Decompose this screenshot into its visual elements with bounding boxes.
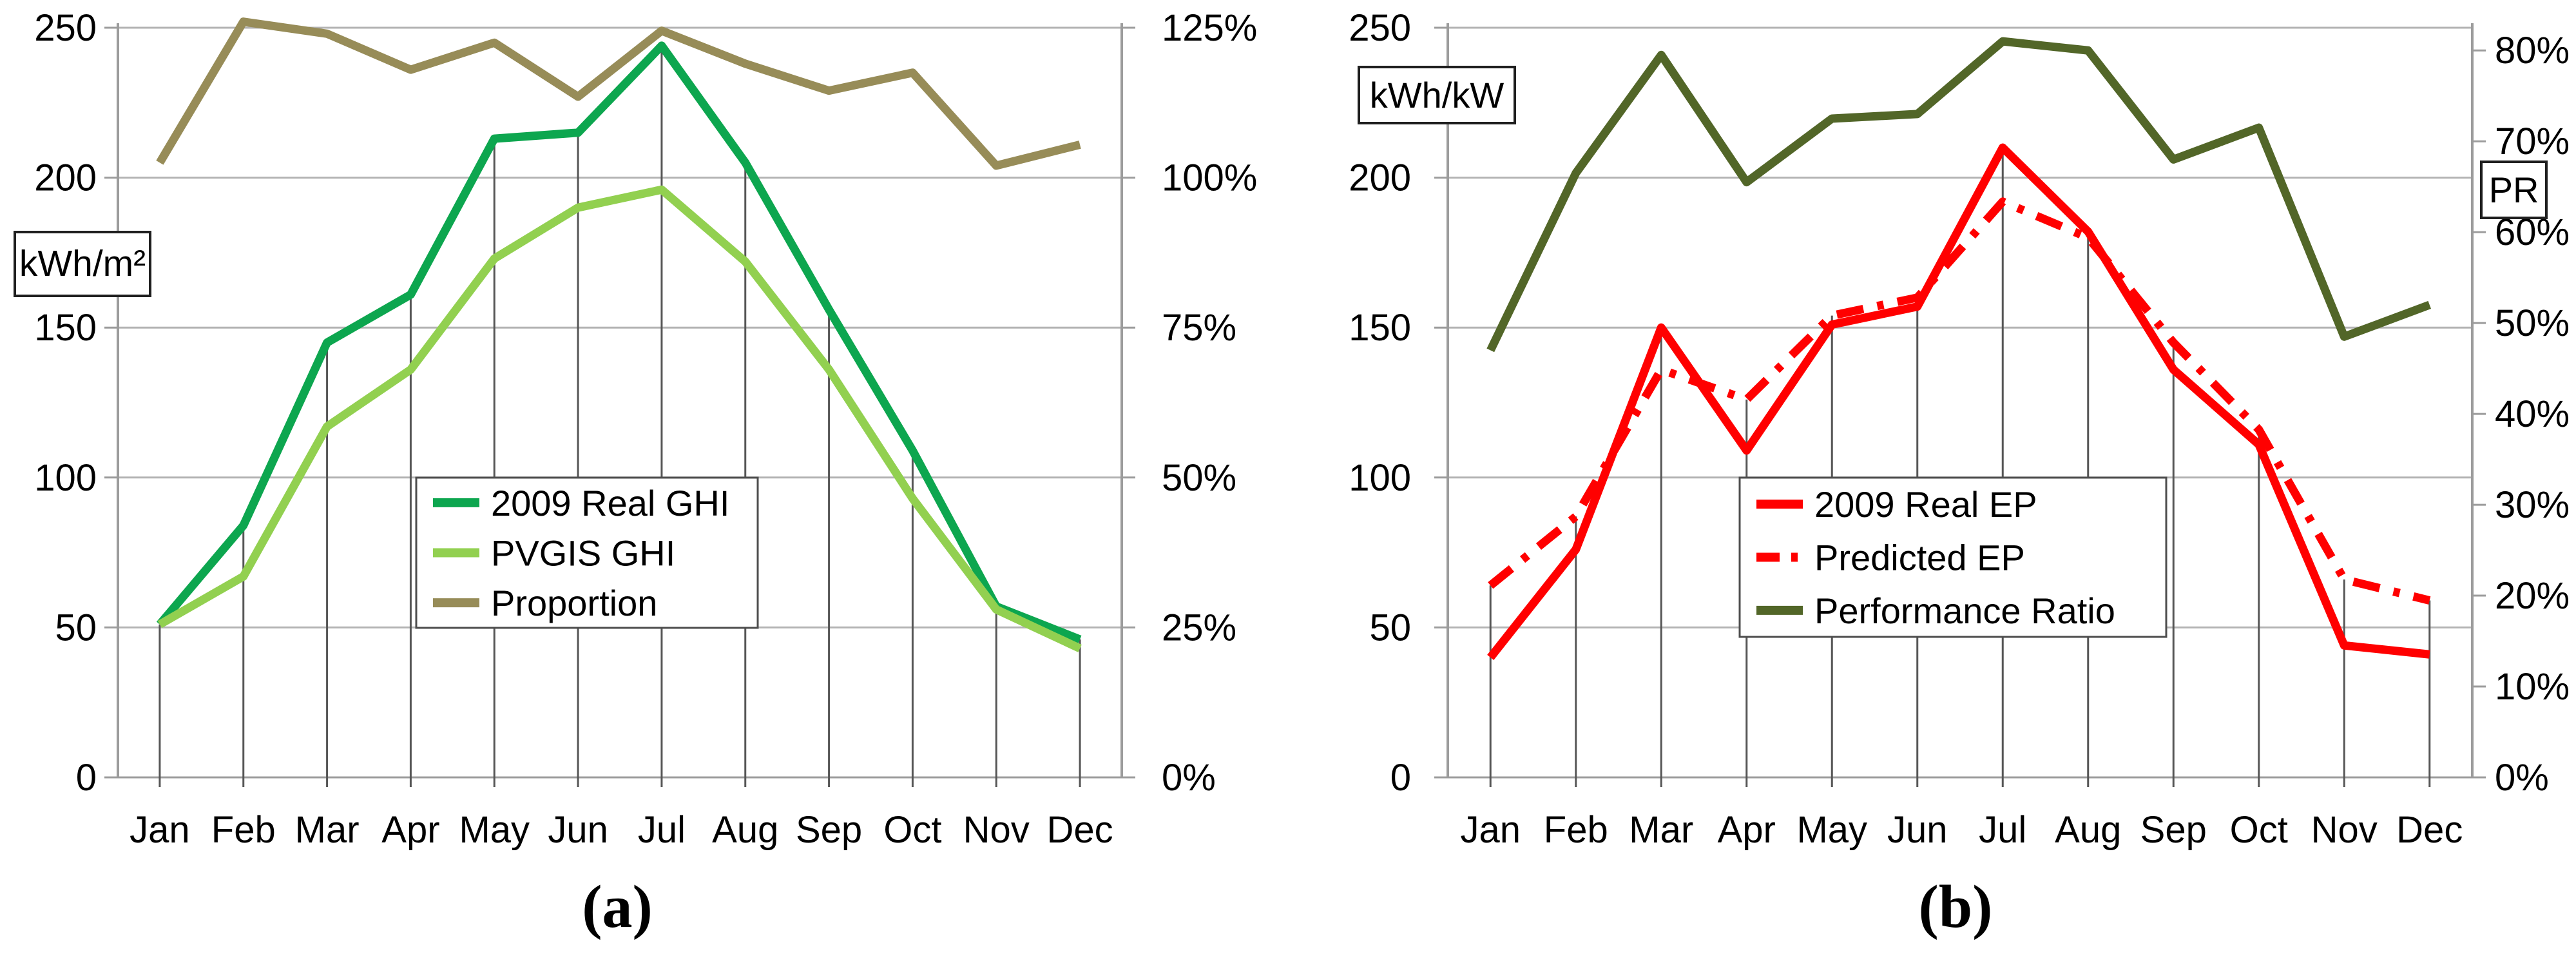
left-axis-tick-label: 150 [34,307,97,349]
legend-box [1738,476,2167,638]
left-axis-tick-label: 0 [76,757,97,799]
series-line-2009-real-ghi [156,41,1082,644]
right-axis-tick-label: 70% [2495,121,2570,162]
x-axis-month-label: Dec [1047,809,1113,851]
x-axis-month-label: May [1796,809,1867,851]
legend-entry-label: 2009 Real EP [1814,484,2037,525]
left-axis-tick-label: 100 [34,457,97,499]
x-axis-month-label: Apr [1718,809,1776,851]
series-line-performance-ratio [1486,37,2432,353]
x-axis-month-label: Apr [381,809,439,851]
left-axis-tick-label: 0 [1390,757,1411,799]
x-axis-month-label: Jan [130,809,190,851]
x-axis-month-label: Jun [548,809,608,851]
legend-entry-label: Predicted EP [1814,538,2025,578]
right-axis-tick-label: 0% [1162,757,1216,799]
series-line-pvgis-ghi [157,185,1082,652]
x-axis-month-label: Mar [1629,809,1693,851]
right-axis-tick-label: 50% [2495,302,2570,344]
right-axis-tick-label: 100% [1162,157,1257,199]
x-axis-month-label: Oct [883,809,941,851]
left-axis-tick-label: 150 [1349,307,1411,349]
x-axis-month-label: Jan [1460,809,1521,851]
x-axis-month-label: Jun [1887,809,1948,851]
right-axis-tick-label: 30% [2495,484,2570,526]
legend-entry-label: Proportion [491,583,657,623]
right-axis-tick-label: 20% [2495,575,2570,617]
chart-panel-b: 0501001502002500%10%20%30%40%50%60%70%80… [1349,7,2570,851]
right-axis-tick-label: 25% [1162,607,1236,648]
x-axis-month-label: May [459,809,530,851]
x-axis-month-label: Nov [963,809,1030,851]
x-axis-month-label: Dec [2396,809,2463,851]
left-axis-tick-label: 200 [1349,157,1411,199]
x-axis-month-label: Aug [2055,809,2121,851]
y-axis-unit-label-b: kWh/kW [1358,66,1516,124]
x-axis-month-label: Jul [638,809,686,851]
series-line-proportion [156,17,1081,170]
x-axis-month-label: Feb [211,809,276,851]
x-axis-month-label: Jul [1979,809,2026,851]
legend-entry-label: PVGIS GHI [491,533,675,574]
y-axis-unit-label-a: kWh/m² [14,231,151,297]
legend-entry-label: Performance Ratio [1814,590,2115,631]
x-axis-month-label: Sep [796,809,862,851]
right-axis-tick-label: 75% [1162,307,1236,349]
x-axis-month-label: Aug [712,809,778,851]
x-axis-month-label: Mar [295,809,360,851]
x-axis-month-label: Feb [1544,809,1608,851]
left-axis-tick-label: 250 [34,7,97,49]
x-axis-month-label: Sep [2140,809,2207,851]
left-axis-tick-label: 250 [1349,7,1411,49]
right-axis-tick-label: 80% [2495,30,2570,72]
right-axis-tick-label: 50% [1162,457,1236,499]
right-axis-tick-label: 10% [2495,666,2570,708]
legend-entry-label: 2009 Real GHI [491,483,729,523]
right-axis-tick-label: 125% [1162,7,1257,49]
left-axis-tick-label: 50 [1369,607,1411,648]
panel-caption-b: (b) [1918,873,1993,940]
x-axis-month-label: Nov [2311,809,2378,851]
panel-caption-a: (a) [582,873,653,940]
series-line-2009-real-ep [1487,143,2430,660]
left-axis-tick-label: 50 [55,607,97,648]
secondary-axis-unit-label-pr: PR [2480,161,2548,219]
x-axis-month-label: Oct [2230,809,2288,851]
left-axis-tick-label: 200 [34,157,97,199]
chart-panel-a: 0 50 100 150 200 250 0% 25% 50% 75% 100% 125% Jan Feb… [34,7,1257,851]
right-axis-tick-label: 40% [2495,393,2570,435]
left-axis-tick-label: 100 [1349,457,1411,499]
right-axis-tick-label: 0% [2495,757,2549,799]
series-line-predicted-ep [1488,197,2431,605]
